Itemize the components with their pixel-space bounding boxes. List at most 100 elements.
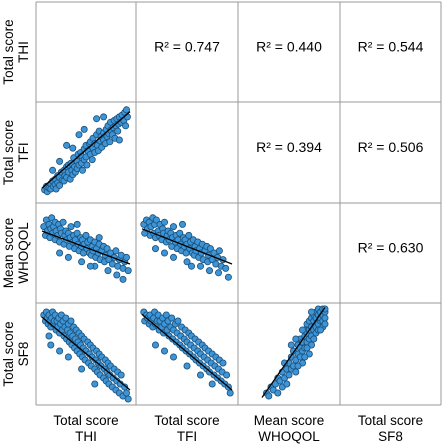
scatter-point — [298, 326, 306, 334]
scatter-point — [185, 231, 193, 239]
scatter-point — [124, 267, 132, 275]
x-axis-label-thi-top: Total score — [53, 413, 118, 428]
y-axis-label-tfi-bottom: TFI — [16, 142, 31, 162]
scatter-point — [93, 115, 101, 123]
scatter-point — [160, 347, 168, 355]
scatter-point — [178, 220, 186, 228]
x-axis-label-tfi-bottom: TFI — [177, 429, 197, 444]
scatter-point — [294, 362, 302, 370]
scatter-point — [88, 156, 96, 164]
y-axis-label-whoqol-top: Mean score — [1, 218, 16, 289]
x-axis-label-tfi-top: Total score — [154, 413, 219, 428]
scatter-point — [196, 371, 204, 379]
scatter-point — [45, 332, 53, 340]
scatter-point — [287, 341, 295, 349]
scatter-point — [285, 371, 293, 379]
scatter-point — [223, 371, 231, 379]
y-axis-label-sf8-bottom: SF8 — [16, 342, 31, 367]
scatter-point — [222, 264, 230, 272]
r-squared-label-tfi-sf8: R² = 0.506 — [358, 139, 424, 155]
scatter-point — [117, 371, 125, 379]
scatter-point — [79, 166, 87, 174]
scatter-point — [83, 161, 91, 169]
fit-line — [41, 316, 131, 391]
x-axis-label-sf8-top: Total score — [358, 413, 423, 428]
scatter-point — [49, 166, 57, 174]
scatter-point — [224, 273, 232, 281]
scatter-point — [310, 335, 318, 343]
y-axis-label-thi-top: Total score — [1, 19, 16, 84]
fit-line — [141, 313, 233, 391]
scatter-point — [56, 347, 64, 355]
scatter-point — [307, 308, 315, 316]
scatter-point — [160, 249, 168, 257]
fit-line — [261, 307, 326, 398]
scatter-point — [67, 317, 75, 325]
scatter-point — [123, 113, 131, 121]
scatter-point — [86, 262, 94, 270]
y-axis-label-thi-bottom: THI — [16, 41, 31, 63]
r-squared-label-thi-whoqol: R² = 0.440 — [256, 39, 322, 55]
x-axis-label-sf8-bottom: SF8 — [378, 429, 403, 444]
scatter-point — [316, 326, 324, 334]
x-axis-label-thi-bottom: THI — [75, 429, 97, 444]
fit-line — [41, 111, 131, 189]
scatter-point — [75, 131, 83, 139]
scatter-point — [114, 127, 122, 135]
scatter-point — [124, 395, 132, 403]
scatter-point — [113, 271, 121, 279]
scatter-point — [215, 247, 223, 255]
scatter-point — [115, 136, 123, 144]
y-axis-label-sf8-top: Total score — [1, 321, 16, 386]
scatter-point — [67, 223, 75, 231]
scatter-point — [122, 122, 130, 130]
scatter-point — [78, 258, 86, 266]
scatter-point — [91, 380, 99, 388]
scatter-point — [265, 392, 273, 400]
panel-tfi-vs-thi — [41, 106, 131, 196]
scatter-point — [219, 359, 227, 367]
r-squared-label-whoqol-sf8: R² = 0.630 — [358, 240, 424, 256]
y-axis-label-tfi-top: Total score — [1, 120, 16, 185]
panel-sf8-vs-whoqol — [261, 305, 329, 400]
scatter-point — [205, 267, 213, 275]
scatter-point — [123, 106, 131, 114]
scatter-point — [160, 218, 168, 226]
scatter-point — [292, 335, 300, 343]
scatter-point — [292, 368, 300, 376]
scatter-point — [152, 216, 160, 224]
x-axis-label-whoqol-top: Mean score — [254, 413, 325, 428]
scatter-point — [73, 220, 81, 228]
scatter-point — [56, 249, 64, 257]
scatter-point — [95, 234, 103, 242]
r-squared-label-thi-sf8: R² = 0.544 — [358, 39, 424, 55]
scatter-point — [104, 267, 112, 275]
fit-line — [141, 228, 233, 265]
scatter-point — [123, 389, 131, 397]
scatter-point — [82, 231, 90, 239]
scatter-point — [301, 353, 309, 361]
scatter-point — [106, 138, 114, 146]
scatter-point — [206, 245, 214, 253]
scatter-point — [303, 344, 311, 352]
scatter-point — [283, 380, 291, 388]
y-axis-label-whoqol-bottom: WHOQOL — [16, 222, 31, 284]
scatter-point — [69, 144, 77, 152]
scatter-point — [226, 389, 234, 397]
scatter-point — [321, 314, 329, 322]
scatter-point — [169, 253, 177, 261]
scatter-point — [151, 245, 159, 253]
scatter-point — [56, 157, 64, 165]
scatter-point — [214, 269, 222, 277]
scatter-point — [78, 365, 86, 373]
scatter-point — [174, 317, 182, 325]
scatter-point — [112, 247, 120, 255]
scatter-point — [151, 341, 159, 349]
x-axis-label-whoqol-bottom: WHOQOL — [258, 429, 320, 444]
r-squared-label-thi-tfi: R² = 0.747 — [154, 39, 220, 55]
scatter-point — [123, 253, 131, 261]
scatter-point — [274, 389, 282, 397]
scatter-point — [169, 353, 177, 361]
